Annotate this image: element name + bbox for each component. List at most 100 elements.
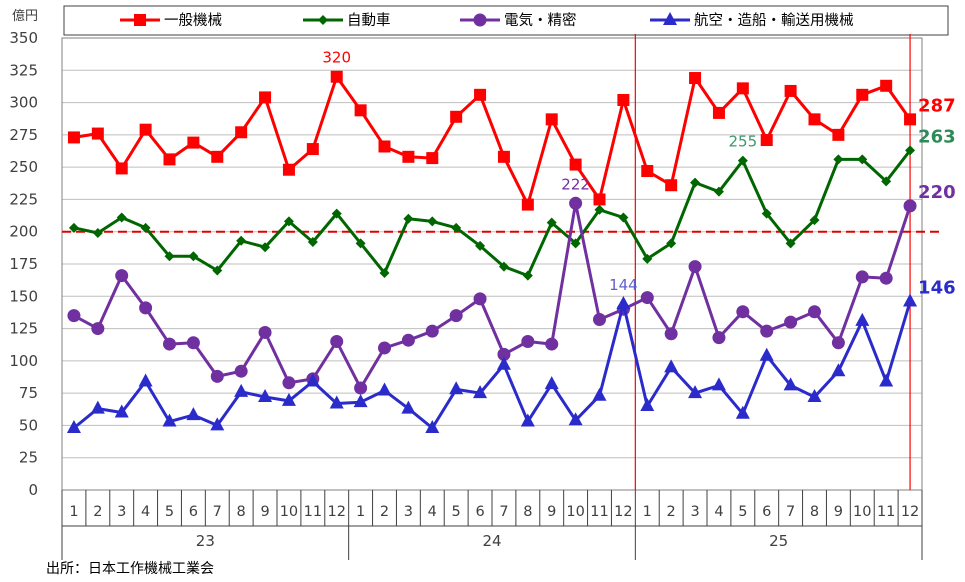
data-point bbox=[593, 193, 606, 206]
data-point bbox=[353, 394, 368, 408]
y-tick-label: 75 bbox=[19, 384, 38, 402]
source-note: 出所：日本工作機械工業会 bbox=[46, 561, 214, 577]
x-year-label: 24 bbox=[482, 532, 501, 550]
data-point bbox=[545, 113, 558, 126]
legend: 一般機械 自動車 電気・精密 航空・造船・輸送用機械 bbox=[63, 5, 949, 36]
x-tick-label: 10 bbox=[853, 504, 871, 520]
data-point bbox=[260, 242, 271, 253]
y-tick-label: 25 bbox=[19, 449, 38, 467]
data-point bbox=[544, 376, 559, 390]
data-point bbox=[354, 104, 367, 117]
data-point bbox=[855, 312, 870, 326]
x-tick-label: 8 bbox=[810, 504, 819, 520]
y-tick-label: 100 bbox=[9, 352, 38, 370]
data-point bbox=[330, 334, 344, 348]
y-tick-label: 50 bbox=[19, 416, 38, 434]
data-point bbox=[210, 417, 225, 431]
data-point bbox=[403, 213, 414, 224]
data-point bbox=[879, 271, 893, 285]
data-point bbox=[666, 238, 677, 249]
x-tick-label: 5 bbox=[165, 504, 174, 520]
data-point bbox=[711, 377, 726, 391]
x-tick-label: 10 bbox=[566, 504, 584, 520]
data-point bbox=[880, 79, 893, 92]
data-point bbox=[568, 412, 583, 426]
data-point bbox=[807, 389, 822, 403]
data-point bbox=[330, 70, 343, 83]
data-label: 320 bbox=[322, 49, 351, 67]
data-label: 146 bbox=[918, 277, 956, 298]
x-year-label: 25 bbox=[769, 532, 788, 550]
x-tick-label: 7 bbox=[213, 504, 222, 520]
data-point bbox=[712, 106, 725, 119]
x-tick-label: 12 bbox=[901, 504, 919, 520]
x-tick-label: 11 bbox=[590, 504, 608, 520]
y-tick-label: 225 bbox=[9, 190, 38, 208]
data-point bbox=[903, 199, 917, 213]
data-point bbox=[784, 84, 797, 97]
data-point bbox=[617, 93, 630, 106]
data-point bbox=[140, 222, 151, 233]
data-point bbox=[426, 152, 439, 165]
x-tick-label: 3 bbox=[690, 504, 699, 520]
x-tick-label: 2 bbox=[380, 504, 389, 520]
legend-marker bbox=[663, 12, 677, 25]
legend-marker bbox=[134, 14, 146, 26]
data-point bbox=[473, 292, 487, 306]
data-point bbox=[378, 341, 391, 355]
data-point bbox=[115, 162, 128, 175]
data-point bbox=[665, 179, 678, 192]
y-tick-label: 275 bbox=[9, 126, 38, 144]
series-1 bbox=[68, 145, 916, 281]
data-point bbox=[138, 373, 153, 387]
data-point bbox=[258, 389, 273, 403]
data-point bbox=[496, 356, 511, 370]
data-point bbox=[640, 291, 654, 305]
y-axis-unit: 億円 bbox=[12, 8, 38, 24]
data-point bbox=[450, 110, 463, 123]
data-point bbox=[690, 177, 701, 188]
data-point bbox=[833, 154, 844, 165]
data-point bbox=[66, 420, 81, 434]
data-point bbox=[67, 131, 80, 144]
y-tick-label: 200 bbox=[9, 223, 38, 241]
data-label: 287 bbox=[918, 95, 956, 116]
series-0 bbox=[67, 70, 917, 211]
data-point bbox=[855, 270, 869, 284]
x-axis: 1 2 3 4 5 6 7 8 9 10 11 12 1 2 3 4 5 6 7 8 9 10 11 12 1 2 3 4 5 6 7 8 9 1… bbox=[61, 490, 923, 560]
data-point bbox=[115, 269, 129, 283]
data-point bbox=[401, 333, 415, 347]
data-point bbox=[593, 313, 606, 327]
data-point bbox=[282, 163, 295, 176]
data-point bbox=[91, 322, 105, 336]
data-point bbox=[735, 405, 750, 419]
y-tick-label: 0 bbox=[28, 481, 38, 499]
y-tick-label: 175 bbox=[9, 255, 38, 273]
y-tick-label: 325 bbox=[9, 61, 38, 79]
data-point bbox=[879, 373, 894, 387]
data-point bbox=[521, 198, 534, 211]
data-point bbox=[759, 347, 774, 361]
data-point bbox=[713, 186, 724, 197]
data-point bbox=[856, 88, 869, 101]
x-tick-label: 6 bbox=[762, 504, 771, 520]
x-tick-label: 2 bbox=[667, 504, 676, 520]
data-point bbox=[281, 392, 296, 406]
data-point bbox=[808, 113, 821, 126]
data-point bbox=[210, 369, 224, 383]
data-point bbox=[377, 382, 392, 396]
data-point bbox=[905, 145, 916, 156]
data-point bbox=[737, 155, 748, 166]
data-point bbox=[90, 400, 105, 414]
data-point bbox=[903, 293, 918, 307]
y-tick-label: 125 bbox=[9, 320, 38, 338]
data-point bbox=[736, 305, 750, 319]
data-point bbox=[163, 153, 176, 166]
series-line bbox=[73, 149, 912, 278]
data-point bbox=[164, 251, 175, 262]
data-point bbox=[354, 381, 368, 395]
data-point bbox=[785, 238, 796, 249]
x-tick-label: 10 bbox=[280, 504, 298, 520]
data-point bbox=[498, 261, 509, 272]
series-layer bbox=[66, 70, 918, 434]
